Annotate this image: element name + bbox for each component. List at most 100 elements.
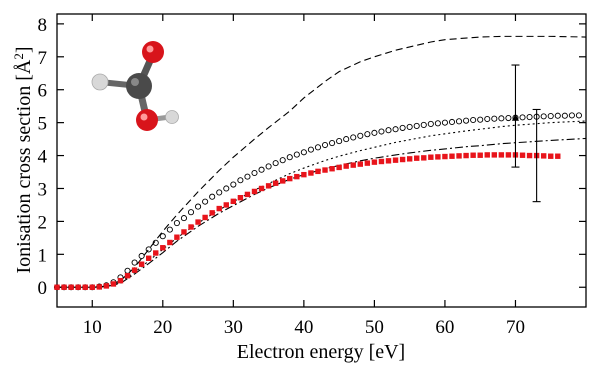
- data-point: [244, 191, 251, 198]
- data-point: [159, 233, 166, 240]
- data-point: [413, 122, 420, 129]
- data-point: [350, 134, 357, 141]
- x-tick-label: 50: [365, 317, 384, 338]
- data-point: [555, 153, 561, 159]
- data-point: [498, 152, 505, 158]
- data-point: [307, 146, 314, 153]
- data-point: [526, 152, 533, 159]
- data-point: [138, 261, 145, 267]
- highlight: [140, 113, 148, 121]
- x-tick-label: 30: [224, 317, 243, 338]
- oxygen-atom-bottom: [136, 109, 158, 131]
- data-point: [188, 224, 194, 230]
- molecule-inset: [91, 41, 179, 131]
- carbon-atom: [126, 73, 152, 99]
- x-tick-label: 40: [294, 317, 313, 338]
- data-point: [314, 144, 322, 151]
- data-point: [371, 159, 378, 165]
- data-point: [258, 166, 265, 173]
- data-point: [548, 153, 554, 159]
- y-axis-label-main: Ionisation cross section [Å: [13, 59, 35, 273]
- data-point: [435, 154, 441, 160]
- data-point: [187, 209, 195, 216]
- data-point: [54, 284, 60, 290]
- data-point: [540, 113, 547, 120]
- error-bar: [532, 108, 541, 203]
- data-point: [166, 226, 173, 233]
- series-circles: [53, 112, 582, 291]
- data-point: [477, 116, 484, 123]
- data-point: [399, 124, 406, 131]
- data-point: [385, 127, 392, 134]
- data-point: [491, 115, 498, 122]
- data-point: [68, 284, 74, 290]
- data-point: [272, 160, 279, 167]
- x-axis-label: Electron energy [eV]: [237, 341, 405, 363]
- data-point: [477, 152, 483, 158]
- ticks: 10 20 30 40 50 60 70 0 1 2 3 4 5 6 7 8: [38, 14, 586, 338]
- data-point: [343, 136, 350, 143]
- data-point: [272, 180, 279, 186]
- data-point: [519, 152, 526, 158]
- data-point: [174, 234, 180, 240]
- y-tick-label: 4: [38, 147, 48, 168]
- data-point: [286, 154, 293, 161]
- data-point: [293, 151, 300, 158]
- y-tick-label: 3: [38, 179, 48, 200]
- data-point: [251, 188, 258, 195]
- data-point: [357, 161, 363, 167]
- error-bar-marker: [511, 113, 519, 121]
- data-point: [167, 239, 173, 246]
- data-point: [322, 167, 328, 173]
- data-point: [498, 115, 505, 122]
- data-point: [61, 284, 67, 290]
- data-point: [117, 277, 124, 284]
- data-point: [160, 245, 166, 251]
- data-point: [96, 284, 103, 290]
- data-point: [350, 162, 356, 168]
- data-point: [280, 178, 286, 184]
- data-point: [470, 116, 477, 124]
- data-point: [336, 138, 343, 145]
- highlight: [131, 78, 139, 86]
- data-point: [427, 120, 434, 128]
- y-axis-label-sup: 2: [11, 53, 26, 60]
- x-tick-label: 10: [83, 317, 102, 338]
- data-point: [145, 255, 152, 261]
- data-point: [89, 284, 95, 290]
- data-point: [287, 175, 293, 182]
- data-point: [371, 129, 378, 136]
- data-point: [202, 214, 208, 221]
- data-point: [463, 152, 469, 159]
- data-point: [449, 153, 455, 159]
- data-point: [463, 117, 470, 124]
- data-point: [568, 112, 575, 119]
- oxygen-atom-top: [142, 41, 164, 63]
- data-point: [209, 193, 216, 200]
- data-point: [406, 156, 413, 162]
- data-point: [575, 112, 582, 119]
- data-point: [484, 152, 490, 158]
- data-point: [195, 203, 202, 210]
- data-point: [308, 170, 314, 176]
- data-point: [442, 153, 448, 160]
- data-point: [258, 185, 265, 192]
- y-tick-label: 1: [38, 245, 48, 266]
- data-point: [173, 220, 180, 227]
- data-point: [364, 160, 371, 166]
- y-tick-label: 2: [38, 212, 48, 233]
- data-point: [392, 157, 399, 163]
- axes: [56, 13, 587, 308]
- plot-frame: [56, 13, 587, 308]
- data-point: [124, 273, 131, 279]
- data-point: [336, 164, 342, 171]
- data-point: [279, 157, 286, 164]
- data-point: [329, 166, 335, 172]
- data-point: [455, 118, 463, 125]
- data-point: [223, 202, 229, 208]
- data-point: [244, 173, 251, 180]
- x-tick-label: 20: [153, 317, 172, 338]
- data-point: [216, 189, 223, 196]
- data-point: [428, 154, 434, 160]
